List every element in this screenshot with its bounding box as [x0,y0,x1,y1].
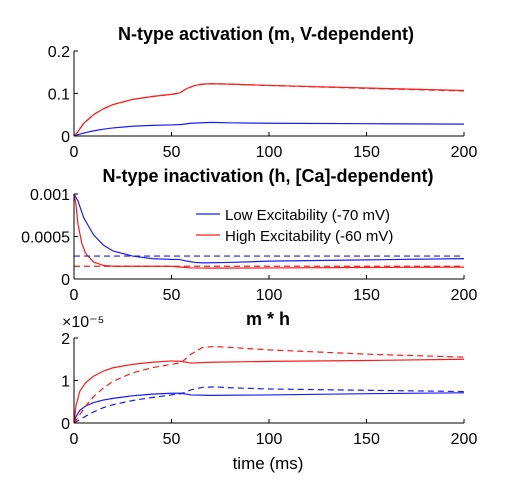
x-axis-label: time (ms) [233,454,304,473]
y-tick-label: 0.001 [30,187,70,204]
series-line-2-1 [73,358,465,424]
x-tick-label: 150 [353,144,380,161]
y-tick-label: 2 [61,331,70,348]
panel-title-product: m * h [246,309,290,329]
y-tick-label: 0.0005 [21,230,70,247]
plot-area-activation: 0 50 100 150 200 0 0.1 0.2 [48,44,478,161]
series-line-2-2 [73,386,465,424]
series-line-2-0 [73,392,465,424]
x-tick-label: 100 [256,144,283,161]
legend: Low Excitability (-70 mV) High Excitabil… [196,207,393,245]
x-tick-label: 0 [70,144,79,161]
x-tick-label: 100 [256,287,283,304]
x-tick-label: 200 [451,287,478,304]
x-tick-label: 100 [256,431,283,448]
panel-title-activation: N-type activation (m, V-dependent) [118,24,414,44]
plot-area-inactivation: 0 50 100 150 200 0 0.0005 0.001 [21,187,477,304]
x-tick-label: 200 [451,431,478,448]
y-tick-label: 0 [61,272,70,289]
legend-label-low: Low Excitability (-70 mV) [225,207,390,224]
x-tick-label: 50 [163,144,181,161]
legend-label-high: High Excitability (-60 mV) [225,228,393,245]
x-tick-label: 150 [353,431,380,448]
y-tick-label: 1 [61,374,70,391]
series-line-0-2 [73,83,465,137]
x-tick-label: 200 [451,144,478,161]
x-tick-label: 0 [70,287,79,304]
series-line-2-3 [73,345,465,424]
plot-area-product: 0 50 100 150 200 0 1 2 [61,331,477,448]
panel-activation: N-type activation (m, V-dependent) 0 50 10… [48,24,478,161]
panel-inactivation: N-type inactivation (h, [Ca]-dependent) … [21,166,477,304]
x-tick-label: 0 [70,431,79,448]
x-tick-label: 150 [353,287,380,304]
y-tick-label: 0 [61,129,70,146]
series-line-1-0 [73,193,465,264]
series-line-0-0 [73,121,465,137]
y-exponent-label: ×10⁻⁵ [62,314,104,331]
panel-title-inactivation: N-type inactivation (h, [Ca]-dependent) [102,166,433,186]
y-tick-label: 0.1 [48,87,70,104]
y-tick-label: 0.2 [48,44,70,61]
x-tick-label: 50 [163,431,181,448]
series-line-0-1 [73,83,465,137]
series-line-1-1 [73,193,465,269]
y-tick-label: 0 [61,416,70,433]
panel-product: m * h ×10⁻⁵ 0 50 100 150 200 0 1 2 time (ms) [61,309,477,473]
x-tick-label: 50 [163,287,181,304]
